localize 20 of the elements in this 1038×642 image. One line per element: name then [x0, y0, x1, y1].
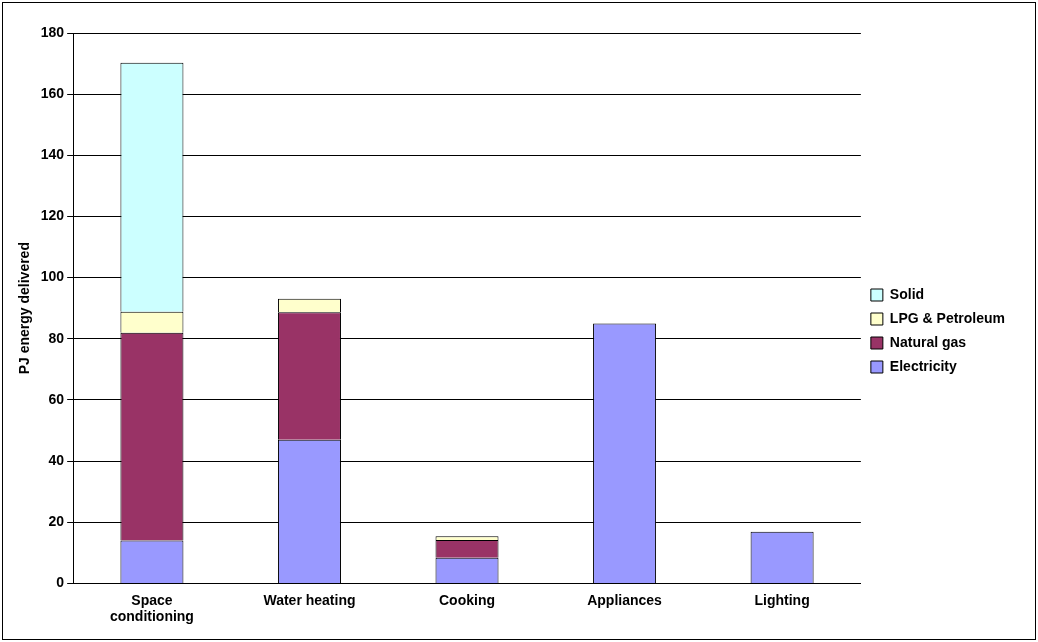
x-tick-label: Space conditioning: [109, 591, 194, 625]
x-tick-label: Cooking: [439, 591, 496, 608]
y-tick-label: 140: [40, 146, 65, 163]
legend-label: Natural gas: [889, 333, 967, 350]
y-tick-label: 0: [56, 574, 65, 591]
y-tick-label: 100: [40, 268, 65, 285]
y-tick-label: 40: [48, 451, 65, 468]
x-tick-label: Appliances: [587, 591, 663, 608]
legend-label: Solid: [889, 285, 925, 302]
y-tick-label: 60: [48, 390, 65, 407]
y-axis-title: PJ energy delivered: [16, 242, 33, 375]
legend-label: Electricity: [889, 357, 958, 374]
y-tick-label: 180: [40, 23, 65, 40]
x-tick-label: Lighting: [754, 591, 810, 608]
y-tick-label: 120: [40, 207, 65, 224]
legend-label: LPG & Petroleum: [889, 309, 1006, 326]
y-tick-label: 80: [48, 329, 65, 346]
x-tick-label: Water heating: [263, 591, 356, 608]
y-tick-label: 160: [40, 85, 65, 102]
y-tick-label: 20: [48, 513, 65, 530]
